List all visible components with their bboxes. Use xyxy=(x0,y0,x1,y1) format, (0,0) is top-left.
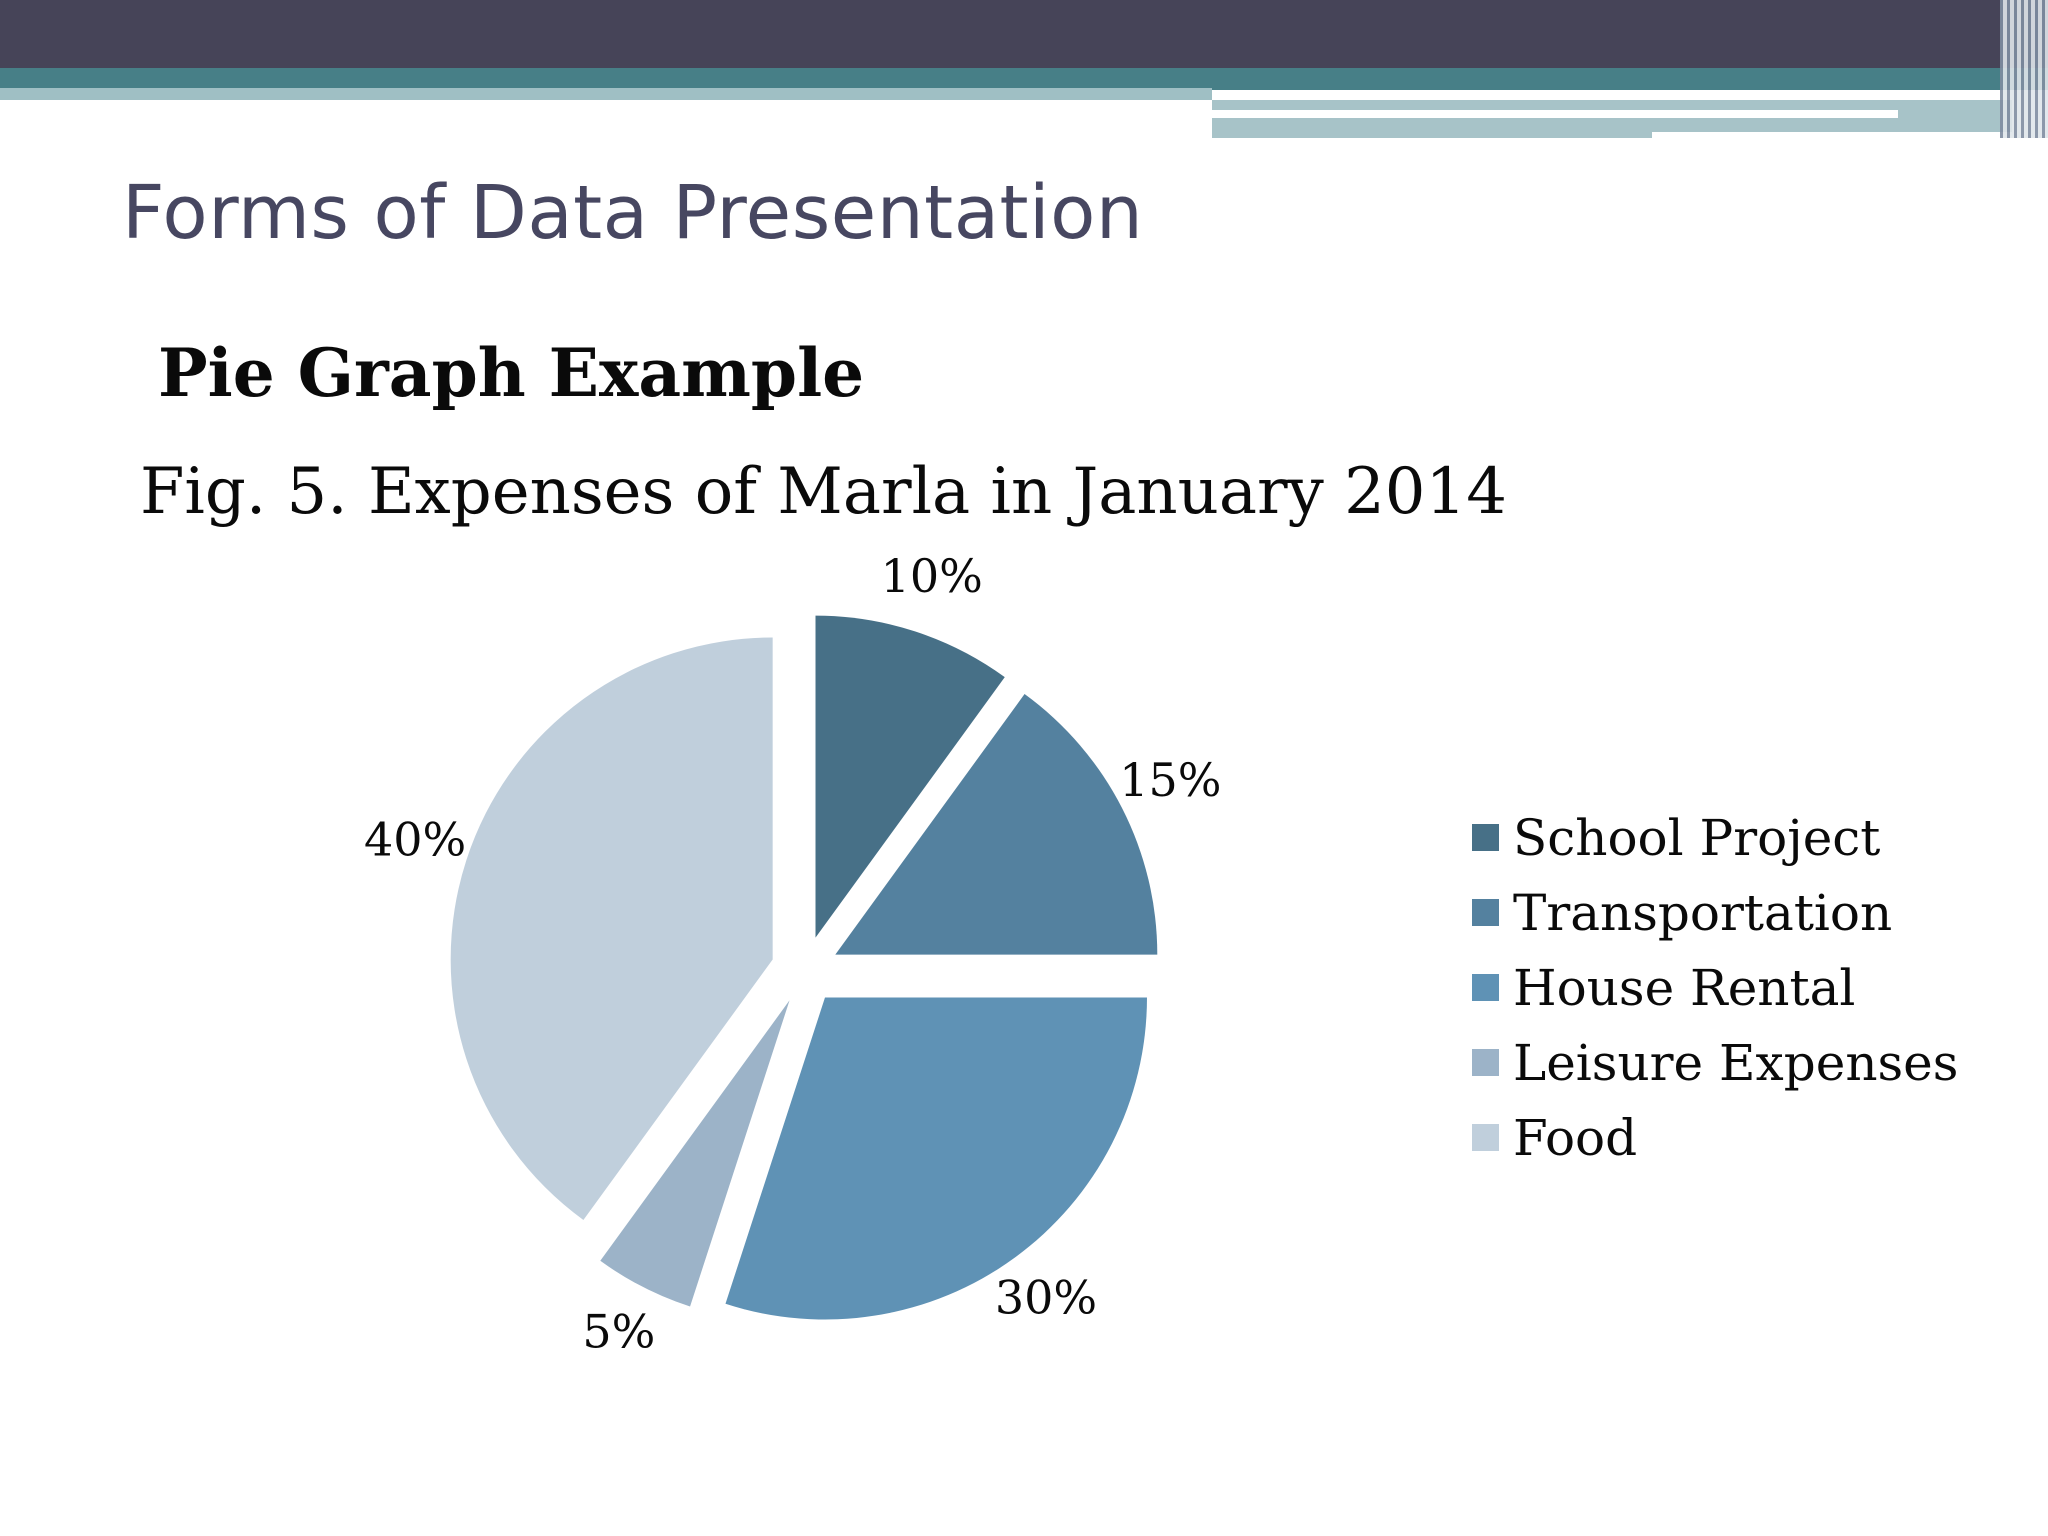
header-white-line-low xyxy=(1652,132,2012,138)
legend-swatch xyxy=(1472,824,1499,851)
pie-slice-house-rental xyxy=(725,997,1147,1320)
legend-item-school-project: School Project xyxy=(1472,800,1958,875)
legend-item-transportation: Transportation xyxy=(1472,875,1958,950)
header-light-band-right xyxy=(1212,100,2012,138)
slide-subtitle: Pie Graph Example xyxy=(158,334,865,412)
legend-item-food: Food xyxy=(1472,1100,1958,1175)
pie-label-school-project: 10% xyxy=(881,549,983,603)
pie-label-leisure-expenses: 5% xyxy=(582,1304,655,1358)
legend-label: School Project xyxy=(1513,808,1881,867)
legend-swatch xyxy=(1472,974,1499,1001)
pie-label-transportation: 15% xyxy=(1119,753,1221,807)
legend-swatch xyxy=(1472,899,1499,926)
figure-caption: Fig. 5. Expenses of Marla in January 201… xyxy=(140,455,1507,529)
legend-item-house-rental: House Rental xyxy=(1472,950,1958,1025)
header-light-band-left xyxy=(0,88,1212,100)
pie-slice-school-project xyxy=(815,615,1005,938)
header-dark-band xyxy=(0,0,2048,68)
slide-title: Forms of Data Presentation xyxy=(122,170,1144,256)
pie-label-food: 40% xyxy=(364,812,466,866)
legend-swatch xyxy=(1472,1049,1499,1076)
header-teal-band xyxy=(0,68,2048,90)
legend-label: Food xyxy=(1513,1108,1638,1167)
pie-slice-leisure-expenses xyxy=(600,1000,790,1307)
legend-label: Leisure Expenses xyxy=(1513,1033,1959,1092)
legend-swatch xyxy=(1472,1124,1499,1151)
legend-label: House Rental xyxy=(1513,958,1856,1017)
chart-legend: School Project Transportation House Rental… xyxy=(1472,800,1958,1175)
pie-slice-transportation xyxy=(835,694,1158,955)
legend-item-leisure-expenses: Leisure Expenses xyxy=(1472,1025,1958,1100)
pie-label-house-rental: 30% xyxy=(995,1271,1097,1325)
pie-slice-food xyxy=(450,637,773,1220)
header-decorative-stripes xyxy=(2000,0,2048,138)
header-white-line xyxy=(1212,110,1898,118)
legend-label: Transportation xyxy=(1513,883,1893,942)
